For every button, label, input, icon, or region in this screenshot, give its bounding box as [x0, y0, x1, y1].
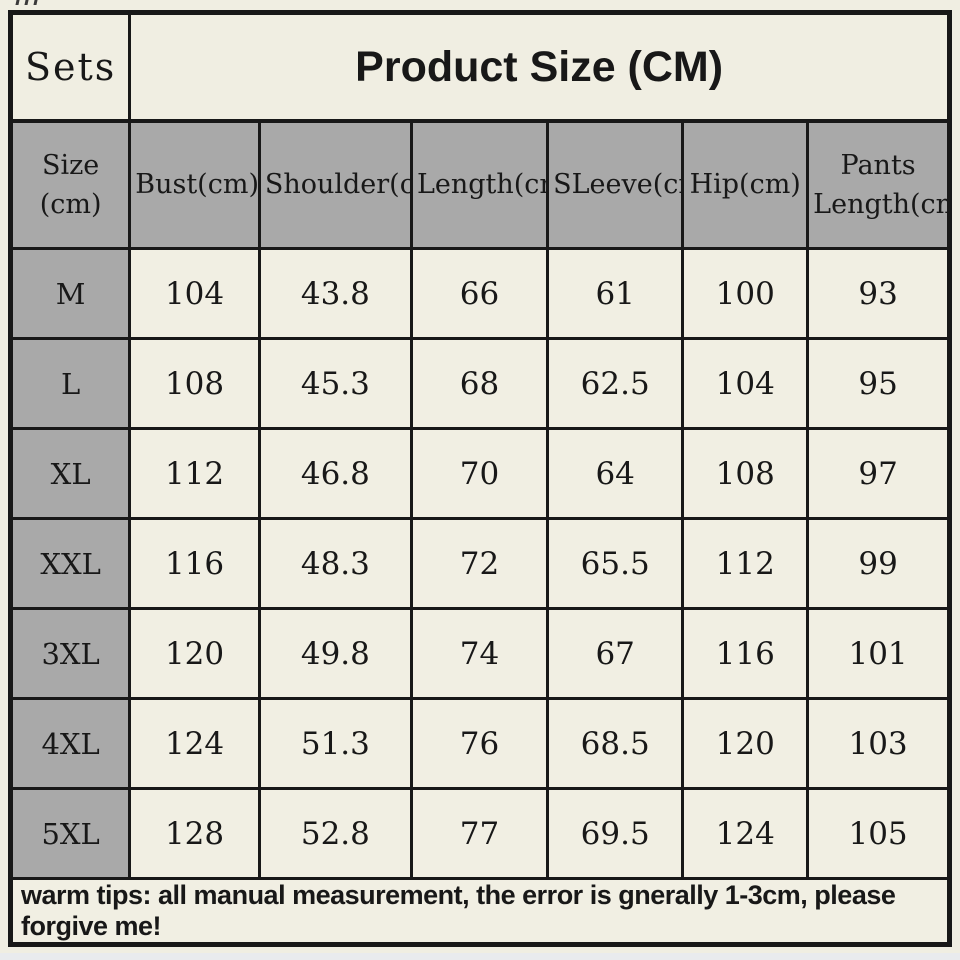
shoulder-value: 48.3 — [257, 517, 413, 610]
sleeve-value: 65.5 — [546, 517, 685, 610]
sets-corner-cell: Sets — [8, 11, 132, 123]
column-header-size: Size (cm) — [8, 119, 132, 250]
pants-length-value: 105 — [806, 787, 951, 880]
length-value: 72 — [409, 517, 550, 610]
product-size-table: Sets Product Size (CM) Size (cm) Bust(cm… — [8, 10, 952, 947]
footer-row: warm tips: all manual measurement, the e… — [9, 877, 951, 946]
hip-value: 120 — [681, 697, 810, 790]
column-header-shoulder: Shoulder(cm) — [257, 119, 413, 250]
column-header-hip: Hip(cm) — [681, 119, 810, 250]
shoulder-value: 45.3 — [257, 337, 413, 430]
table-title: Product Size (CM) — [128, 11, 951, 123]
table-row-l: L 108 45.3 68 62.5 104 95 — [8, 337, 951, 430]
size-label: 5XL — [8, 787, 132, 880]
column-header-sleeve: SLeeve(cm) — [546, 119, 685, 250]
bust-value: 108 — [128, 337, 261, 430]
size-label: L — [8, 337, 132, 430]
length-value: 76 — [409, 697, 550, 790]
pants-length-value: 97 — [806, 427, 951, 520]
table-row-4xl: 4XL 124 51.3 76 68.5 120 103 — [8, 697, 951, 790]
shoulder-value: 49.8 — [257, 607, 413, 700]
shoulder-value: 52.8 — [257, 787, 413, 880]
size-label: XXL — [8, 517, 132, 610]
column-header-row: Size (cm) Bust(cm) Shoulder(cm) Length(c… — [8, 119, 951, 250]
bust-value: 116 — [128, 517, 261, 610]
length-value: 77 — [409, 787, 550, 880]
table-row-m: M 104 43.8 66 61 100 93 — [8, 247, 951, 340]
warm-tips-note: warm tips: all manual measurement, the e… — [9, 877, 951, 946]
table-row-5xl: 5XL 128 52.8 77 69.5 124 105 — [8, 787, 951, 880]
column-header-bust: Bust(cm) — [128, 119, 261, 250]
pants-length-value: 93 — [806, 247, 951, 340]
size-label: 3XL — [8, 607, 132, 700]
hip-value: 104 — [681, 337, 810, 430]
bust-value: 120 — [128, 607, 261, 700]
table-row-3xl: 3XL 120 49.8 74 67 116 101 — [8, 607, 951, 700]
bust-value: 104 — [128, 247, 261, 340]
shoulder-value: 46.8 — [257, 427, 413, 520]
hip-value: 100 — [681, 247, 810, 340]
table-row-xxl: XXL 116 48.3 72 65.5 112 99 — [8, 517, 951, 610]
pants-length-value: 101 — [806, 607, 951, 700]
bust-value: 124 — [128, 697, 261, 790]
shoulder-value: 43.8 — [257, 247, 413, 340]
table-row-xl: XL 112 46.8 70 64 108 97 — [8, 427, 951, 520]
hip-value: 116 — [681, 607, 810, 700]
pants-length-value: 99 — [806, 517, 951, 610]
sleeve-value: 68.5 — [546, 697, 685, 790]
pants-length-value: 103 — [806, 697, 951, 790]
pants-length-value: 95 — [806, 337, 951, 430]
column-header-pants-length: Pants Length(cm) — [806, 119, 951, 250]
column-header-length: Length(cm) — [409, 119, 550, 250]
cropped-text-fragment — [15, 0, 38, 6]
title-row: Sets Product Size (CM) — [8, 11, 951, 123]
hip-value: 108 — [681, 427, 810, 520]
length-value: 68 — [409, 337, 550, 430]
sleeve-value: 62.5 — [546, 337, 685, 430]
length-value: 66 — [409, 247, 550, 340]
size-label: 4XL — [8, 697, 132, 790]
sleeve-value: 69.5 — [546, 787, 685, 880]
length-value: 70 — [409, 427, 550, 520]
sleeve-value: 67 — [546, 607, 685, 700]
sleeve-value: 61 — [546, 247, 685, 340]
length-value: 74 — [409, 607, 550, 700]
hip-value: 112 — [681, 517, 810, 610]
bust-value: 112 — [128, 427, 261, 520]
size-label: XL — [8, 427, 132, 520]
bottom-edge-strip — [0, 953, 960, 960]
shoulder-value: 51.3 — [257, 697, 413, 790]
sleeve-value: 64 — [546, 427, 685, 520]
size-label: M — [8, 247, 132, 340]
hip-value: 124 — [681, 787, 810, 880]
bust-value: 128 — [128, 787, 261, 880]
